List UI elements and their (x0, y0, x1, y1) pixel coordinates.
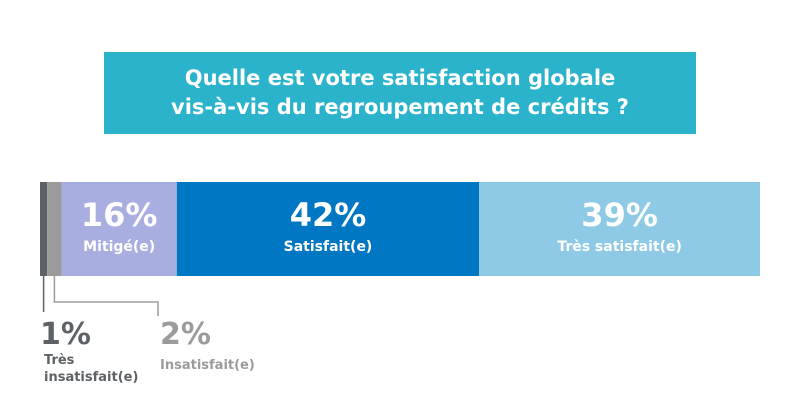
category-label-1-line-1: Très (44, 353, 75, 368)
title-line-2: vis-à-vis du regroupement de crédits ? (171, 95, 629, 119)
bar-segment-4 (176, 182, 480, 276)
leader-line-2 (53, 272, 159, 316)
bar-segment-1 (40, 182, 48, 276)
bar-segment-5 (479, 182, 760, 276)
category-label-5: Très satisfait(e) (557, 239, 682, 255)
value-label-4: 42% (290, 196, 367, 234)
category-label-2: Insatisfait(e) (160, 358, 255, 373)
title-line-1: Quelle est votre satisfaction globale (184, 66, 616, 90)
bar-segment-2 (47, 182, 62, 276)
title-banner: Quelle est votre satisfaction globale vi… (104, 52, 696, 134)
value-label-1: 1% (40, 317, 91, 352)
value-label-5: 39% (581, 196, 658, 234)
value-label-2: 2% (160, 317, 211, 352)
category-label-1-line-2: insatisfait(e) (44, 370, 138, 385)
category-label-4: Satisfait(e) (284, 239, 373, 255)
bar-segment-3 (61, 182, 177, 276)
category-label-3: Mitigé(e) (83, 239, 155, 255)
value-label-3: 16% (81, 196, 158, 234)
